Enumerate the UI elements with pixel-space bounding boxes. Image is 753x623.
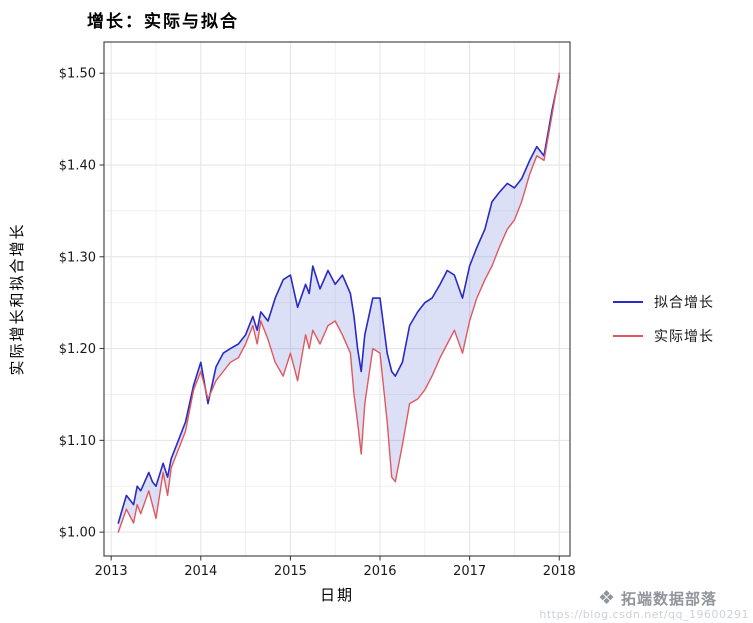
legend-key-line-fitted (613, 301, 643, 303)
y-tick-label: $1.00 (59, 526, 96, 541)
grid-minor (104, 42, 570, 556)
legend-label-actual: 实际增长 (654, 329, 714, 345)
panel-border (103, 41, 571, 557)
legend: 拟合增长 实际增长 (613, 285, 714, 353)
watermark-url: https://blog.csdn.net/qq_19600291 (539, 608, 749, 621)
y-tick-label: $1.50 (59, 67, 96, 82)
diamond-logo-icon: ❖ (597, 587, 615, 609)
x-tick-label: 2017 (453, 564, 486, 579)
panel-background (104, 42, 570, 556)
x-tick-label: 2018 (543, 564, 576, 579)
legend-entry-actual: 实际增长 (613, 319, 714, 353)
watermark: ❖ 拓端数据部落 (598, 588, 717, 609)
y-tick-label: $1.30 (59, 250, 96, 265)
y-tick-label: $1.40 (59, 158, 96, 173)
axis-ticks (99, 72, 560, 561)
series-line-0 (117, 75, 561, 524)
ribbon-fitted-actual (118, 73, 560, 533)
x-tick-label: 2015 (274, 564, 307, 579)
legend-entry-fitted: 拟合增长 (613, 285, 714, 319)
x-tick-label: 2016 (363, 564, 396, 579)
chart-title: 增长：实际与拟合 (87, 12, 239, 32)
legend-key-line-actual (613, 335, 643, 337)
x-axis-title: 日期 (319, 586, 354, 604)
y-tick-label: $1.10 (59, 434, 96, 449)
y-axis-title: 实际增长和拟合增长 (8, 222, 26, 376)
y-tick-label: $1.20 (59, 342, 96, 357)
x-tick-label: 2014 (184, 564, 217, 579)
legend-label-fitted: 拟合增长 (654, 295, 714, 311)
series-line-1 (117, 72, 560, 533)
watermark-brand: 拓端数据部落 (620, 590, 717, 608)
x-tick-label: 2013 (95, 564, 128, 579)
